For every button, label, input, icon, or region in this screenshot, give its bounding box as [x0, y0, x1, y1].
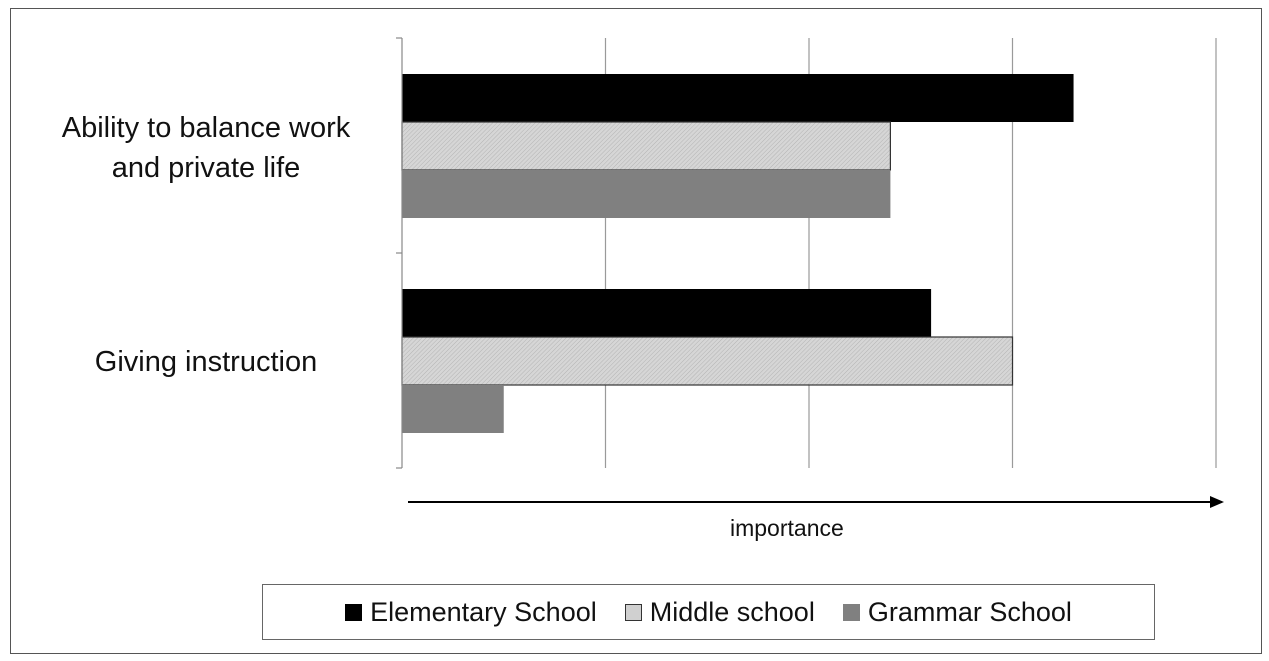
legend: Elementary School Middle school Grammar … — [262, 584, 1155, 640]
bar-grammar-1 — [402, 385, 504, 433]
x-axis-title: importance — [730, 515, 844, 541]
bar-elementary-0 — [402, 74, 1074, 122]
bar-grammar-0 — [402, 170, 891, 218]
bar-middle-0 — [401, 121, 891, 171]
legend-label-grammar: Grammar School — [867, 596, 1072, 627]
category-label-line: Ability to balance work — [61, 112, 351, 144]
legend-swatch-elementary — [345, 603, 363, 621]
category-label-instruction: Giving instruction — [20, 342, 392, 382]
category-label-line: and private life — [111, 152, 301, 184]
category-label-line: Giving instruction — [94, 346, 318, 378]
legend-item-middle: Middle school — [624, 596, 815, 628]
legend-swatch-middle — [624, 603, 642, 621]
legend-swatch-grammar — [842, 603, 860, 621]
legend-item-elementary: Elementary School — [345, 597, 597, 628]
bar-elementary-1 — [402, 289, 932, 337]
legend-label-middle: Middle school — [649, 596, 815, 627]
legend-item-grammar: Grammar School — [842, 596, 1072, 628]
legend-label-elementary: Elementary School — [370, 596, 597, 627]
bar-middle-1 — [401, 336, 1014, 386]
category-label-balance: Ability to balance work and private life — [20, 108, 392, 188]
